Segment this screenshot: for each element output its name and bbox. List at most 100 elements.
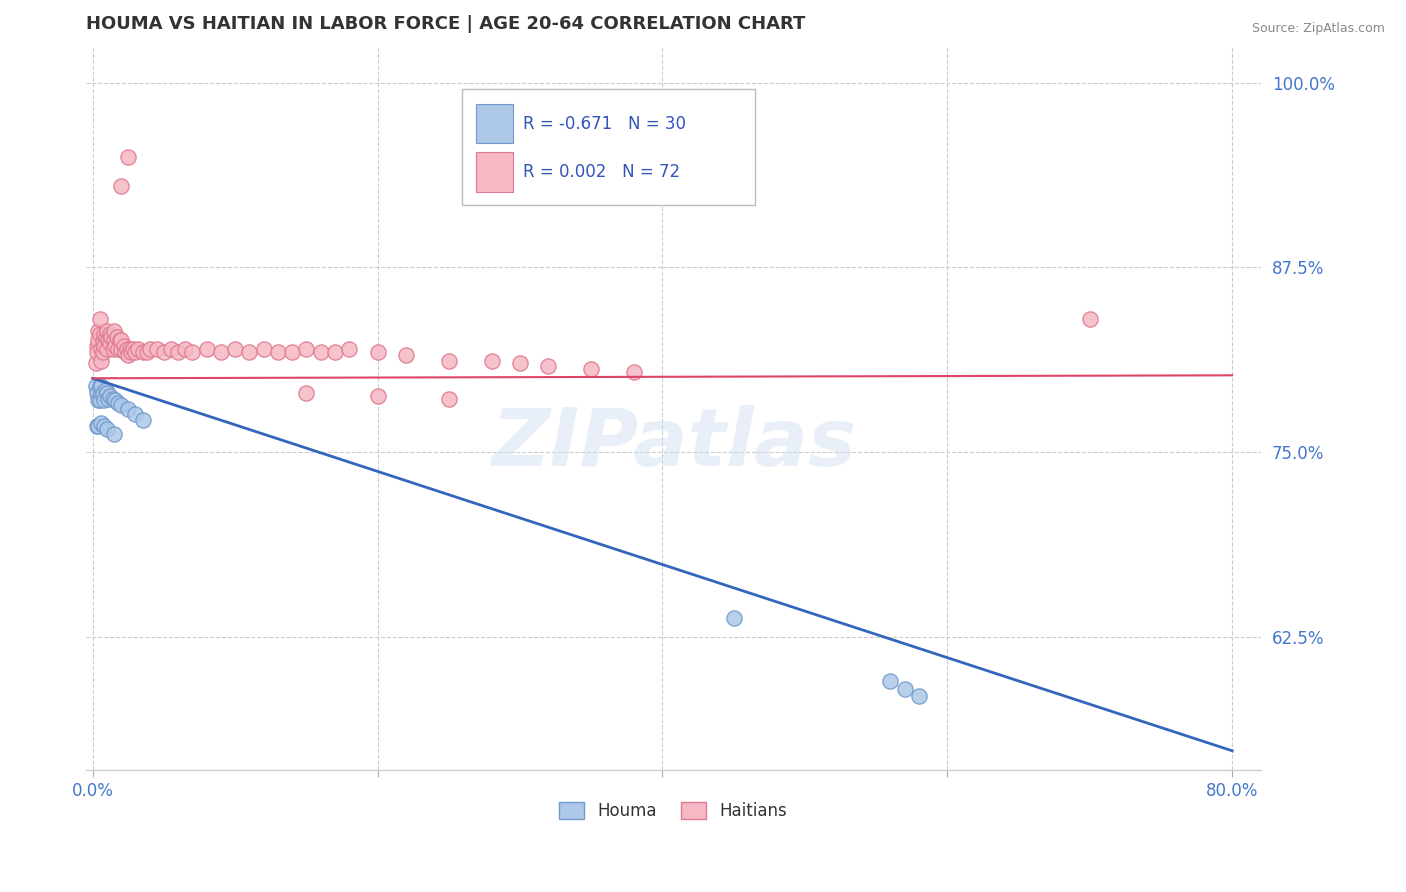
Point	[537, 359, 560, 374]
Point	[115, 342, 138, 356]
Point	[160, 342, 183, 356]
Point	[181, 344, 204, 359]
Point	[89, 312, 111, 326]
Point	[153, 344, 176, 359]
Point	[281, 344, 304, 359]
Text: HOUMA VS HAITIAN IN LABOR FORCE | AGE 20-64 CORRELATION CHART: HOUMA VS HAITIAN IN LABOR FORCE | AGE 20…	[86, 15, 806, 33]
Point	[124, 344, 146, 359]
Point	[93, 339, 115, 353]
Point	[209, 344, 232, 359]
Point	[103, 427, 125, 442]
Point	[96, 342, 118, 356]
Point	[86, 344, 108, 359]
Point	[97, 333, 120, 347]
Point	[110, 179, 132, 194]
Point	[101, 342, 124, 356]
Legend: Houma, Haitians: Houma, Haitians	[553, 796, 794, 827]
Point	[107, 396, 129, 410]
Point	[96, 386, 118, 401]
Point	[623, 365, 645, 379]
Point	[367, 344, 389, 359]
Point	[89, 378, 111, 392]
Point	[103, 324, 125, 338]
Point	[395, 348, 418, 362]
Point	[87, 393, 110, 408]
Point	[86, 418, 108, 433]
Point	[509, 356, 531, 370]
Text: ZIPatlas: ZIPatlas	[491, 405, 856, 483]
Point	[96, 421, 118, 435]
Point	[437, 353, 460, 368]
Point	[98, 335, 121, 350]
Point	[124, 407, 146, 421]
Point	[90, 416, 112, 430]
Point	[105, 330, 128, 344]
Point	[104, 339, 127, 353]
Point	[91, 334, 114, 349]
Point	[86, 339, 108, 353]
Bar	[475, 103, 513, 144]
Point	[131, 344, 153, 359]
Point	[117, 402, 139, 417]
Point	[110, 333, 132, 347]
Point	[98, 389, 121, 403]
Point	[110, 398, 132, 412]
Point	[238, 344, 260, 359]
Point	[97, 392, 120, 406]
Point	[367, 389, 389, 403]
Point	[118, 342, 141, 356]
Point	[167, 344, 190, 359]
Text: Source: ZipAtlas.com: Source: ZipAtlas.com	[1251, 22, 1385, 36]
Point	[104, 393, 127, 408]
Point	[93, 393, 115, 408]
Point	[94, 330, 117, 344]
Point	[121, 342, 143, 356]
Point	[295, 342, 318, 356]
Point	[135, 344, 157, 359]
Text: R = 0.002   N = 72: R = 0.002 N = 72	[523, 163, 681, 181]
Point	[127, 342, 149, 356]
Point	[100, 330, 122, 344]
Point	[90, 353, 112, 368]
Point	[174, 342, 197, 356]
Point	[337, 342, 360, 356]
Point	[117, 348, 139, 362]
Point	[98, 326, 121, 341]
Point	[114, 344, 136, 359]
Point	[723, 611, 745, 625]
Point	[309, 344, 332, 359]
Point	[131, 412, 153, 426]
Point	[323, 344, 346, 359]
Point	[93, 418, 115, 433]
Point	[84, 378, 107, 392]
Point	[86, 386, 108, 401]
FancyBboxPatch shape	[461, 89, 755, 205]
Point	[84, 356, 107, 370]
Point	[90, 342, 112, 356]
Point	[437, 392, 460, 406]
Point	[91, 344, 114, 359]
Point	[879, 674, 901, 689]
Point	[87, 333, 110, 347]
Point	[89, 393, 111, 408]
Bar	[475, 153, 513, 192]
Point	[893, 681, 915, 696]
Point	[195, 342, 218, 356]
Point	[120, 344, 142, 359]
Point	[94, 383, 117, 397]
Point	[93, 326, 115, 341]
Point	[87, 418, 110, 433]
Point	[1078, 312, 1101, 326]
Point	[907, 689, 929, 703]
Text: R = -0.671   N = 30: R = -0.671 N = 30	[523, 115, 686, 133]
Point	[101, 392, 124, 406]
Point	[146, 342, 169, 356]
Point	[89, 326, 111, 341]
Point	[107, 342, 129, 356]
Point	[295, 386, 318, 401]
Point	[110, 342, 132, 356]
Point	[87, 324, 110, 338]
Point	[224, 342, 246, 356]
Point	[252, 342, 274, 356]
Point	[267, 344, 290, 359]
